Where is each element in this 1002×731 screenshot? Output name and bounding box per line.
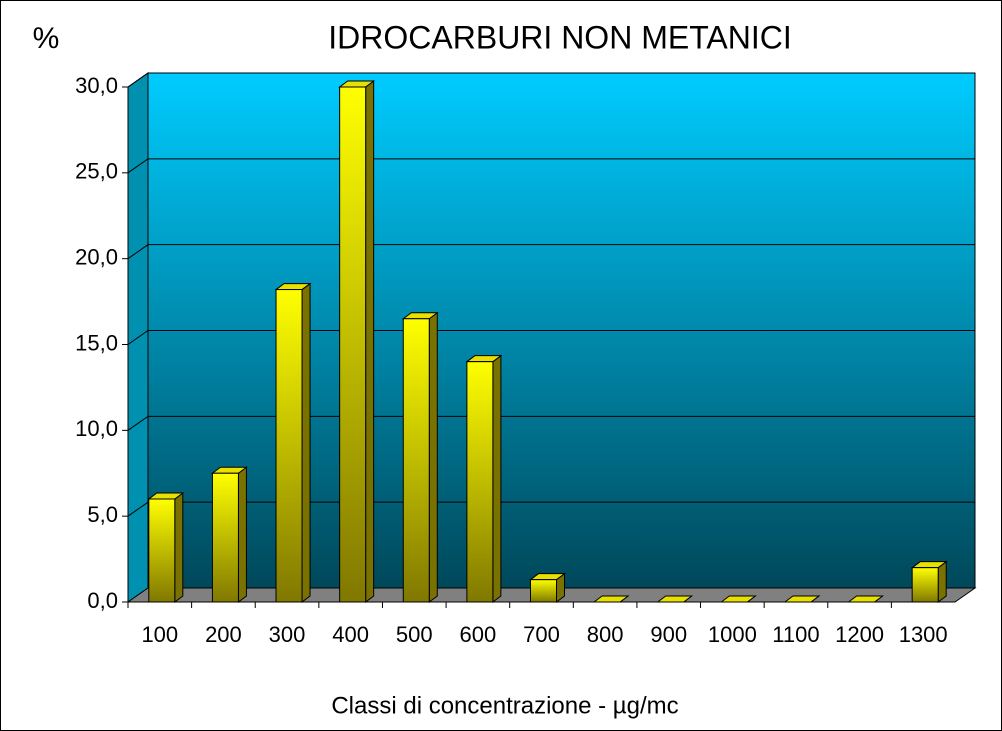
grid-line [127,415,975,431]
bar [402,318,430,603]
x-tick-label: 200 [205,622,242,647]
x-tick-label: 1000 [708,622,757,647]
x-tick-label: 400 [332,622,369,647]
grid-line [127,244,975,260]
x-tick-label: 100 [141,622,178,647]
x-tick-label: 1300 [899,622,948,647]
y-tick-label: 15,0 [75,330,118,355]
bar-side [428,311,438,603]
grid-line [127,72,975,88]
bar-side [301,282,311,603]
x-axis-label: Classi di concentrazione - µg/mc [331,692,678,719]
x-tick-label: 600 [460,622,497,647]
bar-side [365,80,375,603]
bar-side [492,354,502,603]
x-tick-label: 1200 [835,622,884,647]
bar-top [719,595,757,603]
bar [530,579,557,603]
y-tick-label: 5,0 [87,502,118,527]
x-tick-label: 700 [523,622,560,647]
x-tick-label: 1100 [772,622,819,647]
bar-side [937,560,947,603]
y-tick-label: 20,0 [75,244,118,269]
grid-line [127,501,975,517]
y-tick-label: 30,0 [75,73,118,98]
y-tick-label: 10,0 [75,416,118,441]
bar [148,498,176,603]
bar [211,472,239,603]
x-tick-label: 500 [396,622,433,647]
bar [911,567,939,603]
bar-top [592,595,630,603]
bar-top [656,595,694,603]
bar [275,289,303,603]
bar-side [237,466,247,603]
bar-side [174,492,184,603]
y-tick-label: 25,0 [75,159,118,184]
y-tick-label: 0,0 [87,588,118,613]
x-tick-label: 900 [650,622,687,647]
bar [339,86,367,603]
y-axis-label: % [33,22,60,55]
x-tick-label: 800 [587,622,624,647]
x-tick-label: 300 [269,622,306,647]
grid-line [127,330,975,345]
bar-top [847,595,885,603]
bar [466,361,494,603]
bar-top [783,595,821,603]
chart-title: IDROCARBURI NON METANICI [328,19,791,55]
grid-line [127,158,975,174]
